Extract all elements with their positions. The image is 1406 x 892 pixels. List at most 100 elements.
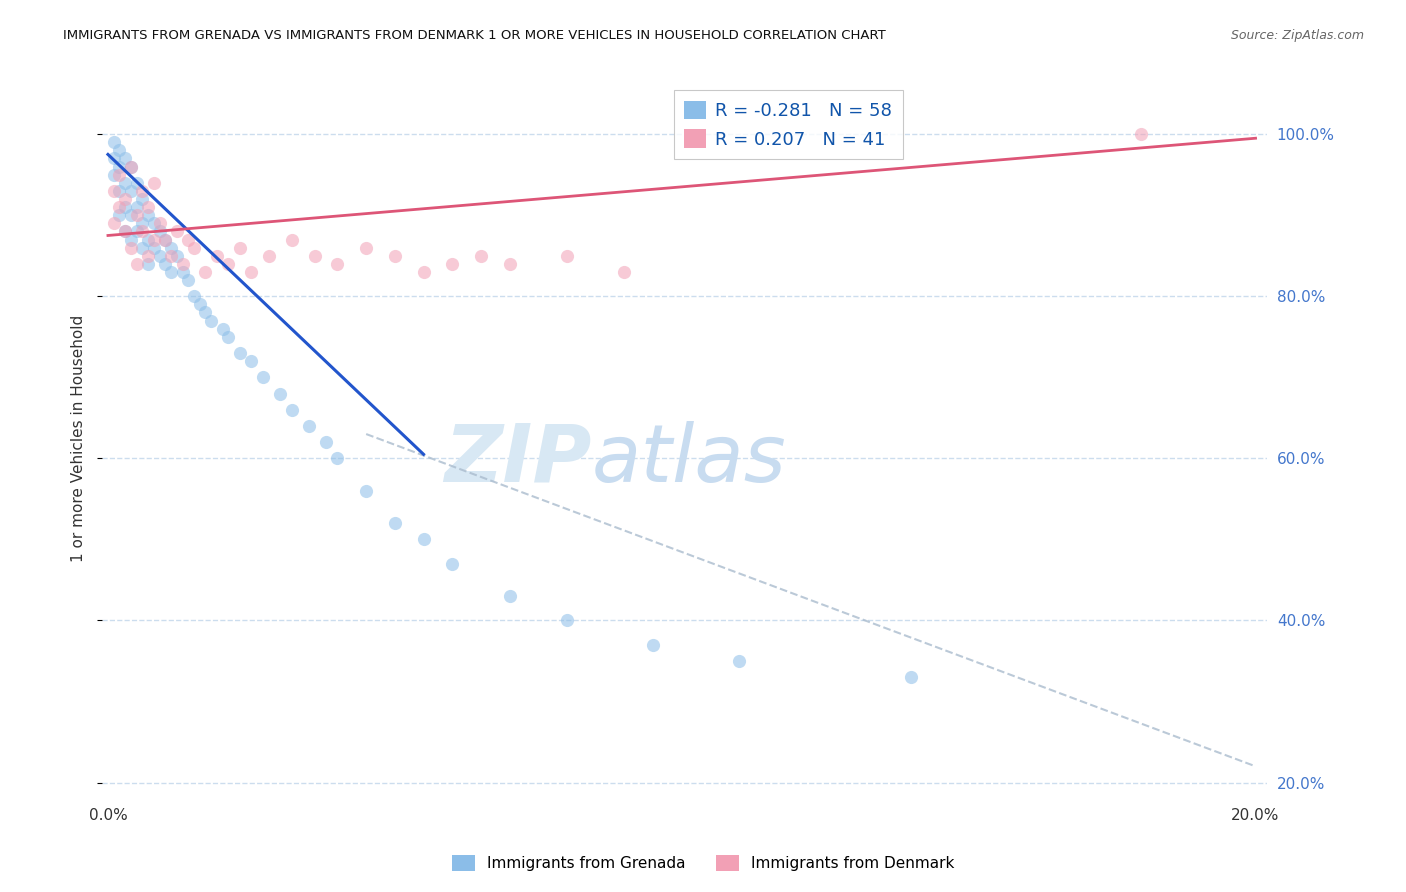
Point [108,160,131,174]
Legend: Immigrants from Grenada, Immigrants from Denmark: Immigrants from Grenada, Immigrants from… [446,849,960,877]
Point [728,654,751,668]
Point [120,160,142,174]
Point [108,200,131,214]
Point [412,265,434,279]
Y-axis label: 1 or more Vehicles in Household: 1 or more Vehicles in Household [72,315,86,562]
Point [120,233,142,247]
Point [252,370,274,384]
Text: Source: ZipAtlas.com: Source: ZipAtlas.com [1230,29,1364,42]
Point [103,168,125,182]
Point [613,265,636,279]
Point [136,257,159,271]
Point [131,184,153,198]
Point [280,402,302,417]
Point [155,233,177,247]
Point [304,249,326,263]
Point [211,321,233,335]
Point [103,184,125,198]
Point [354,483,377,498]
Point [166,224,188,238]
Point [229,241,252,255]
Point [194,265,217,279]
Point [142,216,165,230]
Point [384,516,406,531]
Point [188,297,211,311]
Point [120,160,142,174]
Point [641,638,664,652]
Point [108,208,131,222]
Point [160,241,183,255]
Point [103,216,125,230]
Point [114,224,136,238]
Point [257,249,280,263]
Point [160,249,183,263]
Point [555,249,578,263]
Point [125,257,148,271]
Point [217,330,239,344]
Point [172,265,194,279]
Point [114,152,136,166]
Point [269,386,291,401]
Point [229,346,252,360]
Point [900,670,922,684]
Point [315,435,337,450]
Point [120,208,142,222]
Text: ZIP: ZIP [444,421,592,499]
Legend: R = -0.281   N = 58, R = 0.207   N = 41: R = -0.281 N = 58, R = 0.207 N = 41 [673,90,903,160]
Point [240,354,263,368]
Point [166,249,188,263]
Point [498,589,520,603]
Point [149,216,172,230]
Point [136,208,159,222]
Point [131,241,153,255]
Point [114,224,136,238]
Point [120,184,142,198]
Point [136,249,159,263]
Point [120,241,142,255]
Point [103,152,125,166]
Point [354,241,377,255]
Point [142,241,165,255]
Text: IMMIGRANTS FROM GRENADA VS IMMIGRANTS FROM DENMARK 1 OR MORE VEHICLES IN HOUSEHO: IMMIGRANTS FROM GRENADA VS IMMIGRANTS FR… [63,29,886,42]
Point [108,184,131,198]
Point [125,176,148,190]
Point [114,192,136,206]
Point [131,216,153,230]
Point [470,249,492,263]
Point [142,233,165,247]
Point [280,233,302,247]
Point [200,313,222,327]
Point [441,257,464,271]
Point [177,233,200,247]
Point [441,557,464,571]
Text: atlas: atlas [592,421,786,499]
Point [1129,127,1152,141]
Point [555,614,578,628]
Point [149,249,172,263]
Point [160,265,183,279]
Point [155,233,177,247]
Point [149,224,172,238]
Point [125,208,148,222]
Point [498,257,520,271]
Point [217,257,239,271]
Point [183,289,205,303]
Point [131,224,153,238]
Point [125,200,148,214]
Point [177,273,200,287]
Point [136,233,159,247]
Point [108,144,131,158]
Point [384,249,406,263]
Point [172,257,194,271]
Point [114,200,136,214]
Point [125,224,148,238]
Point [194,305,217,319]
Point [131,192,153,206]
Point [412,533,434,547]
Point [326,451,349,466]
Point [142,176,165,190]
Point [114,176,136,190]
Point [298,419,321,434]
Point [103,136,125,150]
Point [326,257,349,271]
